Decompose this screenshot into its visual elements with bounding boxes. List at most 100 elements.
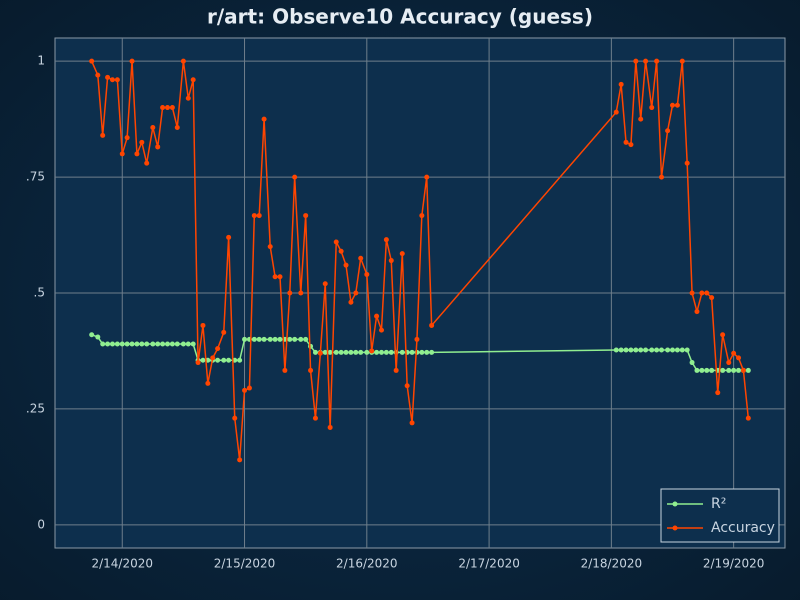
data-point [129, 58, 135, 64]
data-point [709, 295, 715, 301]
data-point [613, 109, 619, 115]
data-point [256, 213, 262, 219]
data-point [322, 349, 328, 355]
data-point [704, 290, 710, 296]
data-point [251, 213, 257, 219]
data-point [205, 380, 211, 386]
data-point [134, 151, 140, 157]
x-tick-label: 2/16/2020 [336, 557, 398, 571]
x-tick-label: 2/17/2020 [458, 557, 520, 571]
data-point [654, 347, 660, 353]
data-point [232, 415, 238, 421]
data-point [715, 390, 721, 396]
data-point [654, 58, 660, 64]
data-point [704, 367, 710, 373]
legend-label: R² [711, 496, 726, 512]
data-point [424, 174, 430, 180]
data-point [150, 341, 156, 347]
data-point [317, 350, 323, 356]
data-point [674, 347, 680, 353]
data-point [308, 367, 314, 373]
data-point [114, 341, 120, 347]
data-point [287, 290, 293, 296]
legend-marker [672, 525, 678, 531]
data-point [665, 128, 671, 134]
data-point [358, 349, 364, 355]
data-point [628, 142, 634, 148]
data-point [169, 341, 175, 347]
data-point [745, 415, 751, 421]
data-point [303, 336, 309, 342]
data-point [364, 271, 370, 277]
data-point [684, 347, 690, 353]
data-point [731, 350, 737, 356]
legend-label: Accuracy [711, 520, 775, 536]
data-point [618, 81, 624, 87]
data-point [736, 367, 742, 373]
data-point [210, 355, 216, 361]
data-point [643, 347, 649, 353]
data-point [369, 348, 375, 354]
data-point [303, 213, 309, 219]
data-point [185, 341, 191, 347]
data-point [164, 341, 170, 347]
data-point [399, 349, 405, 355]
data-point [100, 132, 106, 138]
data-point [215, 357, 221, 363]
data-point [343, 349, 349, 355]
data-point [221, 357, 227, 363]
data-point [144, 160, 150, 166]
data-point [298, 290, 304, 296]
data-point [246, 385, 252, 391]
data-point [618, 347, 624, 353]
data-point [109, 77, 115, 83]
data-point [643, 58, 649, 64]
data-point [226, 234, 232, 240]
data-point [726, 360, 732, 366]
data-point [277, 274, 283, 280]
data-point [699, 367, 705, 373]
data-point [388, 258, 394, 264]
data-point [312, 349, 318, 355]
data-point [312, 415, 318, 421]
data-point [670, 102, 676, 108]
data-point [119, 341, 125, 347]
data-point [649, 347, 655, 353]
data-point [720, 367, 726, 373]
data-point [694, 367, 700, 373]
data-point [139, 139, 145, 145]
data-point [327, 349, 333, 355]
data-point [267, 336, 273, 342]
x-tick-label: 2/15/2020 [214, 557, 276, 571]
data-point [180, 341, 186, 347]
data-point [195, 360, 201, 366]
data-point [144, 341, 150, 347]
data-point [353, 349, 359, 355]
data-point [409, 420, 415, 426]
data-point [374, 313, 380, 319]
data-point [256, 336, 262, 342]
data-point [114, 77, 120, 83]
data-point [338, 248, 344, 254]
data-point [287, 336, 293, 342]
data-point [160, 105, 166, 111]
data-point [200, 322, 206, 328]
data-point [383, 349, 389, 355]
data-point [429, 322, 435, 328]
data-point [731, 367, 737, 373]
data-point [174, 124, 180, 130]
data-point [150, 124, 156, 130]
data-point [292, 336, 298, 342]
data-point [404, 383, 410, 389]
data-point [364, 349, 370, 355]
data-point [95, 334, 101, 340]
data-point [105, 74, 111, 80]
data-point [348, 299, 354, 305]
data-point [261, 116, 267, 122]
data-point [298, 336, 304, 342]
data-point [694, 309, 700, 315]
data-point [736, 355, 742, 361]
data-point [689, 360, 695, 366]
data-point [674, 102, 680, 108]
